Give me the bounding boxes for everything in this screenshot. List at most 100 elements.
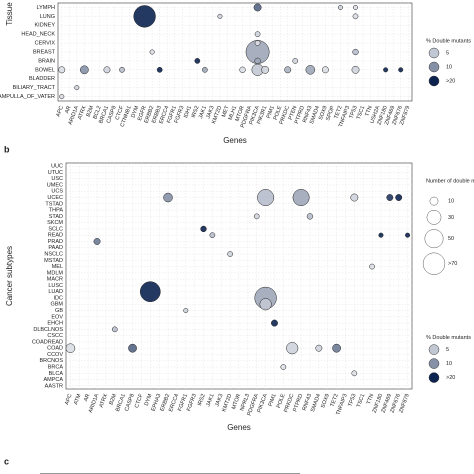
x-tick-label: FGFR1 [166, 105, 178, 124]
x-tick-label: AR [83, 393, 91, 402]
bubble [306, 213, 314, 220]
y-tick-label: COADREAD [32, 339, 63, 345]
y-tick-label: DLBCLNOS [33, 327, 63, 333]
x-tick-label: CASP8 [124, 393, 136, 412]
legend-title: Number of double mutant tumors [426, 178, 474, 184]
x-tick-label: JAK1 [205, 393, 215, 407]
bubble [254, 31, 261, 38]
bubble [395, 194, 403, 201]
x-tick-label: IRS2 [197, 393, 207, 407]
x-tick-label: ERBB3 [151, 105, 163, 124]
bubble [369, 263, 375, 270]
bubble [292, 189, 310, 206]
y-tick-label: CERVIX [35, 41, 56, 47]
x-tick-label: ATM [73, 393, 83, 406]
bubble [59, 94, 65, 100]
bubble [386, 194, 394, 201]
bubble [292, 58, 299, 64]
y-tick-label: KIDNEY [35, 23, 56, 29]
bubble [286, 342, 299, 355]
y-tick-label: PAAD [48, 245, 63, 251]
y-tick-label: BRAIN [38, 58, 55, 64]
legend-label: 10 [446, 64, 452, 70]
y-tick-label: SCLC [48, 226, 63, 232]
y-tick-label: CCOV [47, 352, 63, 358]
y-axis-title: Tissue [5, 2, 14, 26]
y-tick-label: AMPULLA_OF_VATER [0, 94, 55, 100]
y-tick-label: AASTR [45, 383, 63, 389]
legend-color [428, 61, 440, 73]
bubble [202, 66, 208, 73]
legend-size [422, 252, 446, 275]
x-tick-label: TSC1 [356, 393, 366, 408]
x-tick-label: PIM1 [266, 105, 276, 119]
legend-label: 10 [446, 361, 452, 367]
y-tick-label: UCEC [47, 195, 63, 201]
x-tick-label: TET2 [333, 105, 343, 120]
bubble [239, 66, 246, 73]
legend-size [424, 229, 444, 249]
legend-label: 30 [448, 215, 454, 221]
x-tick-label: RNF43 [302, 393, 314, 411]
x-tick-label: CTCF [134, 393, 145, 409]
y-tick-label: TSTAD [45, 201, 63, 207]
bubble [315, 344, 323, 352]
y-tick-label: NSCLC [44, 251, 63, 257]
bubble [209, 232, 216, 239]
x-tick-label: APC [64, 393, 74, 406]
y-tick-label: BRCA [48, 364, 64, 370]
bubble [139, 281, 161, 303]
bubble [111, 326, 118, 333]
x-tick-label: POLE [276, 393, 287, 409]
x-tick-label: EPHA3 [151, 393, 163, 412]
x-tick-label: JAK1 [198, 105, 208, 119]
legend-title: % Double mutants [426, 335, 471, 341]
x-axis-title: Genes [227, 423, 251, 432]
x-tick-label: DYM [131, 105, 141, 119]
y-tick-label: SKCM [47, 220, 63, 226]
x-tick-label: SOX9 [318, 105, 329, 121]
legend-label: 5 [446, 347, 449, 353]
bubble [194, 58, 201, 64]
bubble [398, 67, 404, 73]
legend-color [428, 358, 440, 369]
x-axis-title: Genes [223, 136, 247, 145]
bubble [271, 319, 278, 327]
x-tick-label: NPRL3 [239, 393, 251, 412]
panel-label: c [4, 456, 9, 466]
bubble [352, 13, 359, 20]
bubble [383, 67, 389, 73]
x-tick-label: PIM1 [268, 393, 278, 407]
x-tick-label: TET2 [330, 393, 340, 408]
y-axis-title: Cancer subtypes [5, 246, 14, 306]
x-tick-label: BCL2 [92, 105, 102, 120]
bubble [253, 3, 262, 12]
y-tick-label: BOWEL [35, 67, 55, 73]
bubble [352, 48, 359, 56]
legend-color [428, 47, 440, 59]
bubble [74, 85, 80, 91]
y-tick-label: MEL [52, 264, 63, 270]
legend-color [428, 75, 440, 87]
y-tick-label: BLADDER [29, 76, 55, 82]
x-tick-label: TSC1 [356, 105, 366, 120]
y-tick-label: IDC [54, 295, 64, 301]
bubble [332, 343, 341, 353]
bubble [65, 343, 76, 353]
legend-size [426, 209, 442, 225]
x-tick-label: POLE [273, 105, 284, 121]
bubble [261, 65, 270, 74]
y-tick-label: EHCH [47, 321, 63, 327]
legend-size [429, 196, 439, 206]
bubble [163, 192, 173, 203]
panel-label: b [4, 144, 10, 154]
bubble [156, 66, 163, 73]
legend-color [428, 372, 440, 383]
x-tick-label: FGFR3 [174, 105, 186, 124]
x-tick-label: ERBB2 [159, 393, 171, 412]
y-tick-label: LUSC [48, 283, 63, 289]
bubble [253, 213, 260, 220]
y-tick-label: STAD [49, 214, 63, 220]
x-tick-label: TTN [365, 105, 374, 117]
